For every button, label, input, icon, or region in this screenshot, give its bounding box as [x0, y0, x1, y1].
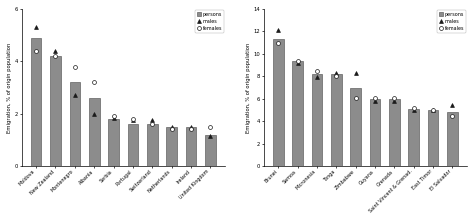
- Bar: [70, 82, 80, 166]
- Bar: [205, 135, 216, 166]
- Legend: persons, males, females: persons, males, females: [195, 10, 224, 33]
- Legend: persons, males, females: persons, males, females: [438, 10, 466, 33]
- Y-axis label: Emigration, % of origin population: Emigration, % of origin population: [7, 42, 12, 133]
- Bar: [312, 74, 322, 166]
- Bar: [273, 39, 283, 166]
- Bar: [331, 74, 342, 166]
- Bar: [350, 88, 361, 166]
- Bar: [370, 99, 381, 166]
- Y-axis label: Emigration, % of origin population: Emigration, % of origin population: [246, 42, 251, 133]
- Bar: [108, 119, 119, 166]
- Bar: [50, 56, 61, 166]
- Bar: [409, 109, 419, 166]
- Bar: [292, 61, 303, 166]
- Bar: [389, 99, 400, 166]
- Bar: [428, 110, 438, 166]
- Bar: [447, 112, 458, 166]
- Bar: [128, 124, 138, 166]
- Bar: [186, 127, 196, 166]
- Bar: [89, 98, 100, 166]
- Bar: [31, 38, 41, 166]
- Bar: [147, 124, 157, 166]
- Bar: [166, 127, 177, 166]
